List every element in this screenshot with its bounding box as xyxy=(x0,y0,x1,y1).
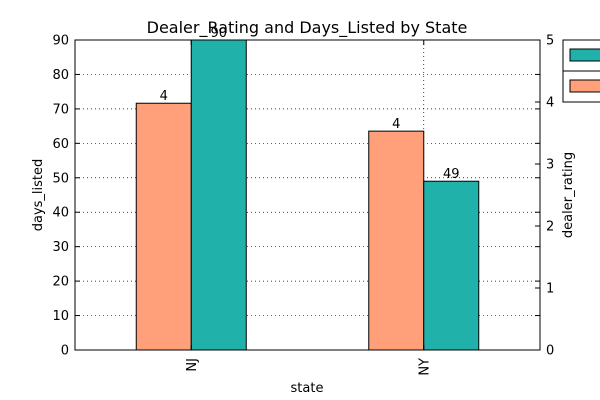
left-axis-tick-label: 90 xyxy=(52,34,69,49)
chart-title: Dealer_Rating and Days_Listed by State xyxy=(147,18,468,38)
right-axis-tick-label: 2 xyxy=(546,220,554,235)
bar-dealer-rating xyxy=(368,130,425,351)
data-label: 49 xyxy=(443,167,460,182)
left-axis-label: days_listed xyxy=(31,159,46,232)
left-axis-tick-label: 0 xyxy=(61,344,69,359)
right-axis-tick-label: 3 xyxy=(546,158,554,173)
legend-swatch-days-listed xyxy=(569,48,600,62)
left-axis-tick-label: 20 xyxy=(52,275,69,290)
legend-swatch-dealer-rating xyxy=(569,79,600,93)
axes: 0 10 20 30 40 50 60 70 80 90 0 1 2 3 4 5 NJ NY xyxy=(52,34,554,376)
left-axis-tick-label: 50 xyxy=(52,171,69,186)
x-axis-tick-label: NY xyxy=(417,358,432,376)
left-axis-tick-label: 30 xyxy=(52,240,69,255)
bar-days-listed xyxy=(423,180,480,351)
plot-frame xyxy=(74,39,541,351)
bar-days-listed xyxy=(190,39,247,351)
data-label: 4 xyxy=(160,89,168,104)
left-axis-tick-label: 10 xyxy=(52,309,69,324)
x-axis-label: state xyxy=(291,381,324,396)
left-axis-tick-label: 60 xyxy=(52,137,69,152)
left-axis-tick-label: 80 xyxy=(52,68,69,83)
data-label: 4 xyxy=(392,117,400,132)
right-axis-tick-label: 4 xyxy=(546,96,554,111)
left-axis-tick-label: 40 xyxy=(52,206,69,221)
legend xyxy=(562,39,600,103)
right-axis-tick-label: 1 xyxy=(546,282,554,297)
right-axis-tick-label: 0 xyxy=(546,344,554,359)
x-axis-tick-label: NJ xyxy=(185,358,200,372)
bar-dealer-rating xyxy=(135,102,192,351)
data-label: 90 xyxy=(210,26,227,41)
right-axis-tick-label: 5 xyxy=(546,34,554,49)
left-axis-tick-label: 70 xyxy=(52,102,69,117)
right-axis-label: dealer_rating xyxy=(561,152,576,238)
